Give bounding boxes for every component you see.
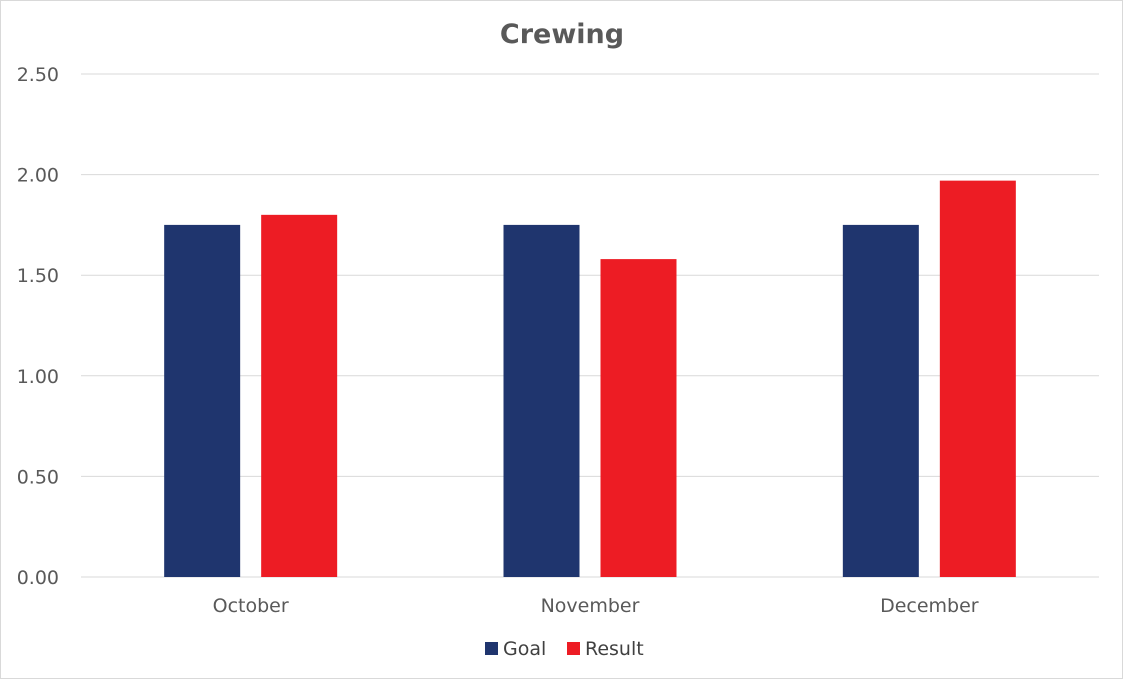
- bar-goal-december: [842, 224, 919, 577]
- y-axis-tick-labels: 0.00 0.50 1.00 1.50 2.00 2.50: [17, 64, 59, 589]
- y-tick-label: 2.50: [17, 64, 59, 86]
- x-tick-label: October: [213, 595, 289, 617]
- legend-label-goal: Goal: [503, 638, 546, 660]
- bar-goal-november: [503, 224, 580, 577]
- y-tick-label: 0.00: [17, 567, 59, 589]
- y-tick-label: 1.00: [17, 366, 59, 388]
- bar-result-december: [939, 180, 1016, 578]
- legend-swatch-goal: [485, 642, 498, 655]
- x-axis-tick-labels: October November December: [213, 595, 979, 617]
- bar-result-november: [600, 259, 677, 577]
- legend-swatch-result: [567, 642, 580, 655]
- legend-label-result: Result: [585, 638, 644, 660]
- y-tick-label: 2.00: [17, 165, 59, 187]
- bars: [164, 180, 1016, 578]
- y-tick-label: 0.50: [17, 466, 59, 488]
- legend: Goal Result: [485, 638, 644, 660]
- chart-title: Crewing: [500, 19, 624, 50]
- x-tick-label: December: [880, 595, 979, 617]
- bar-goal-october: [164, 224, 241, 577]
- y-tick-label: 1.50: [17, 265, 59, 287]
- bar-result-october: [261, 214, 338, 577]
- gridlines: [81, 73, 1099, 578]
- x-tick-label: November: [541, 595, 640, 617]
